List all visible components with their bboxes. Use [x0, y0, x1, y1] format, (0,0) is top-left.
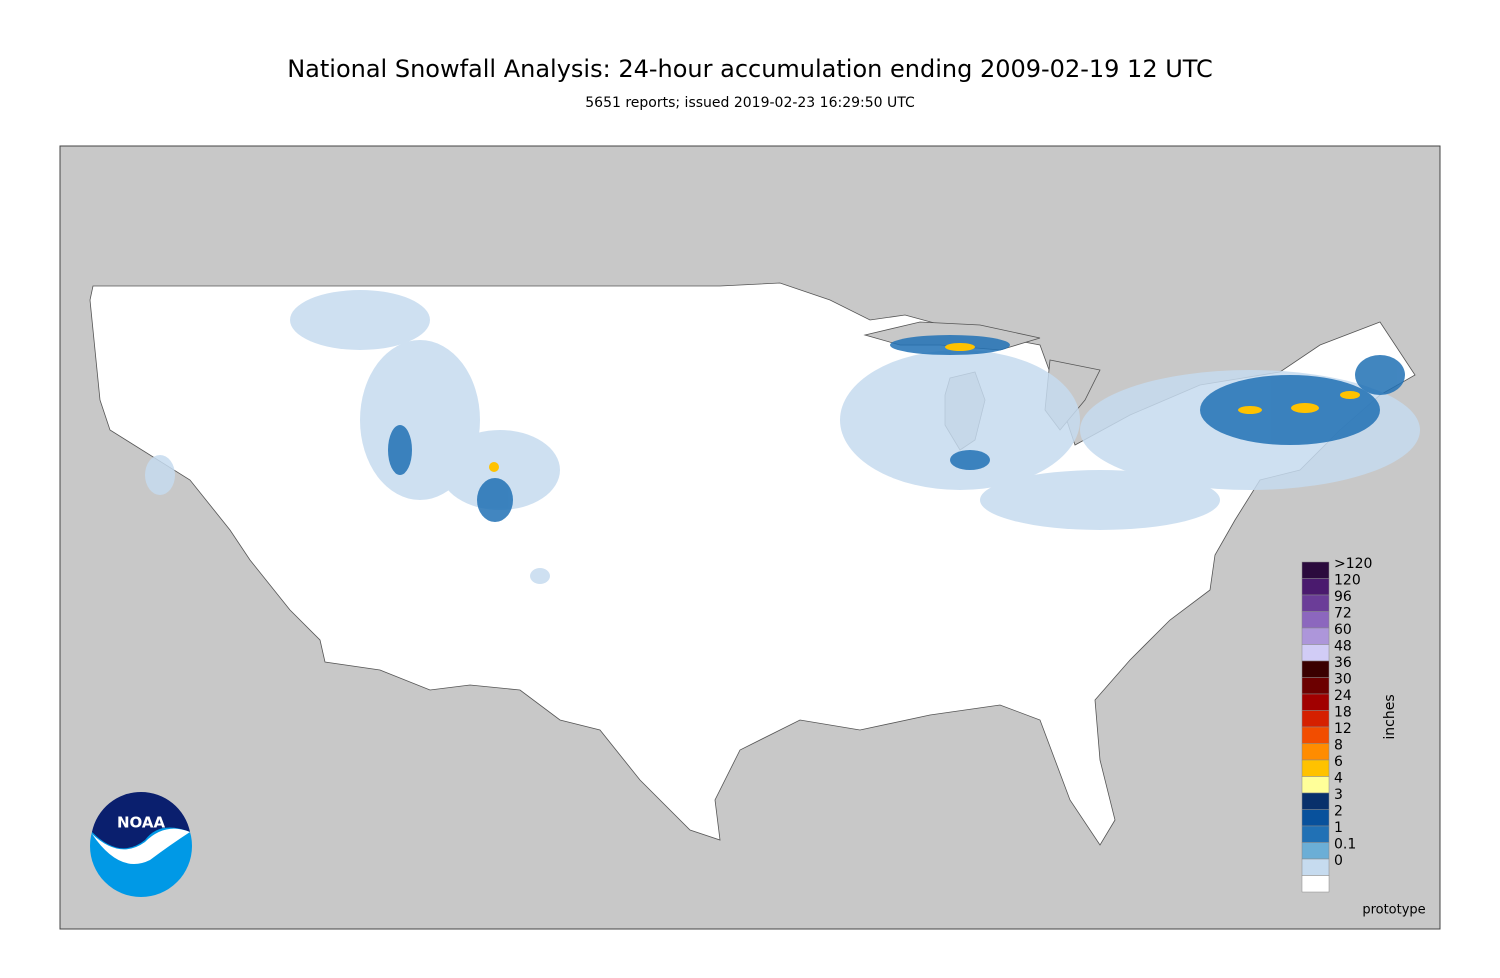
logo-gull	[92, 828, 190, 865]
legend-label: 48	[1334, 639, 1352, 655]
legend-swatch	[1301, 660, 1330, 678]
legend-label: 4	[1334, 771, 1343, 787]
legend-label: 72	[1334, 606, 1352, 622]
legend-swatch	[1301, 759, 1330, 777]
legend-label: 6	[1334, 754, 1343, 770]
legend-label: 12	[1334, 721, 1352, 737]
legend-label: 96	[1334, 589, 1352, 605]
legend-title: inches	[1382, 694, 1398, 739]
legend-swatch	[1301, 693, 1330, 711]
legend-label: 8	[1334, 738, 1343, 754]
legend-label: 30	[1334, 672, 1352, 688]
legend-label: 1	[1334, 820, 1343, 836]
legend-label: 60	[1334, 622, 1352, 638]
legend-swatch	[1301, 842, 1330, 860]
legend-swatch	[1301, 743, 1330, 761]
legend-swatch	[1301, 578, 1330, 596]
snow-moderate	[388, 335, 1405, 522]
legend-swatch	[1301, 809, 1330, 827]
legend-swatch	[1301, 561, 1330, 579]
legend-swatch	[1301, 710, 1330, 728]
legend-swatch	[1301, 627, 1330, 645]
legend-swatch	[1301, 594, 1330, 612]
legend-label: 3	[1334, 787, 1343, 803]
legend-swatch	[1301, 644, 1330, 662]
title: National Snowfall Analysis: 24-hour accu…	[287, 55, 1213, 83]
note: prototype	[1362, 903, 1425, 918]
legend-label: 36	[1334, 655, 1352, 671]
logo-text: NOAA	[117, 814, 166, 832]
legend-label: >120	[1334, 556, 1372, 572]
legend-swatch	[1301, 792, 1330, 810]
legend-swatch	[1301, 611, 1330, 629]
legend-swatch	[1301, 677, 1330, 695]
legend-label: 18	[1334, 705, 1352, 721]
legend-label: 120	[1334, 573, 1361, 589]
legend-swatch	[1301, 726, 1330, 744]
snow-heavy	[489, 343, 1360, 472]
subtitle: 5651 reports; issued 2019-02-23 16:29:50…	[585, 95, 915, 111]
map-area	[59, 145, 1441, 930]
legend-swatch	[1301, 858, 1330, 876]
legend-swatch	[1301, 776, 1330, 794]
legend-label: 0	[1334, 853, 1343, 869]
legend-label: 0.1	[1334, 837, 1356, 853]
legend-label: 24	[1334, 688, 1352, 704]
logo-top	[92, 791, 190, 849]
legend-base	[1301, 875, 1330, 893]
legend-label: 2	[1334, 804, 1343, 820]
legend-swatch	[1301, 825, 1330, 843]
legend: inches >1201209672604836302418128643210.…	[1301, 556, 1398, 893]
noaa-logo: NOAA	[90, 791, 192, 897]
